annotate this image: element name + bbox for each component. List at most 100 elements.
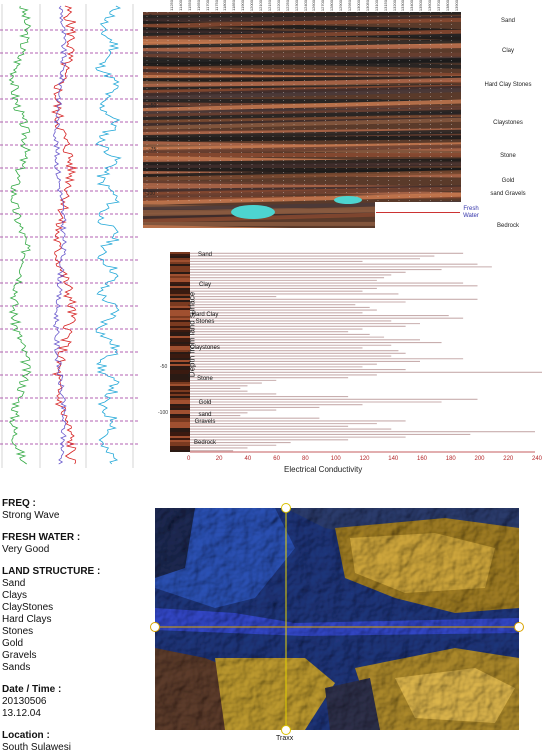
crosshair-handle-top[interactable] [281, 503, 291, 513]
structure-item: Stones [2, 626, 34, 637]
info-panel: FREQ : Strong Wave FRESH WATER : Very Go… [2, 498, 142, 754]
section-tick: 13700 [436, 0, 441, 12]
x-tick: 180 [445, 456, 456, 462]
map-caption: Traxx [276, 735, 294, 742]
conductivity-layer-label: Stone [197, 376, 213, 382]
y-axis-title: Depth from land surface [187, 291, 197, 378]
section-tick: 11800 [222, 0, 228, 11]
section-tick: 13000 [355, 0, 361, 12]
structure-item: Sand [2, 578, 26, 589]
structure-item: ClayStones [2, 602, 54, 613]
section-tick: 13100 [373, 0, 379, 12]
conductivity-layer-label: Sand [197, 252, 212, 258]
x-tick: 120 [359, 456, 370, 462]
section-tick: 12100 [258, 0, 263, 12]
conductivity-layer-label: sand Gravels [194, 412, 216, 425]
section-tick: 12000 [249, 0, 255, 12]
location-value: South Sulawesi [2, 742, 71, 753]
resistivity-section [143, 12, 461, 228]
section-tick: 13050 [364, 0, 370, 12]
section-tick: 11700 [204, 0, 210, 11]
fresh-water-value: Very Good [2, 544, 50, 555]
section-layer-label: Bedrock [496, 223, 519, 229]
freq-label: FREQ : [2, 498, 36, 509]
section-layer-label: Clay [501, 48, 514, 54]
date-time-label: Date / Time : [2, 684, 62, 695]
section-depth: 0 [149, 14, 152, 20]
conductivity-layer-label: Bedrock [193, 440, 216, 446]
x-tick: 100 [330, 456, 341, 462]
section-tick: 12600 [311, 0, 317, 12]
y-tick: -50 [160, 364, 168, 370]
conductivity-chart [170, 252, 542, 453]
section-tick: 12700 [320, 0, 326, 12]
section-tick: 12800 [329, 0, 335, 12]
fresh-water-label: Fresh Water [463, 206, 479, 219]
section-tick: 11900 [240, 0, 246, 11]
x-tick: 160 [417, 456, 428, 462]
x-tick: 40 [244, 456, 252, 462]
section-tick: 11250 [169, 0, 174, 11]
section-tick: 13800 [444, 0, 450, 12]
x-tick: 20 [215, 456, 223, 462]
subsurface-map [155, 508, 519, 730]
fresh-water-line [376, 212, 460, 213]
section-tick: 13200 [391, 0, 397, 12]
structure-item: Gravels [2, 650, 37, 661]
conductivity-layer-label: Clay [198, 282, 211, 288]
date-value: 20130506 [2, 696, 47, 707]
section-layer-label: Gold [501, 178, 515, 184]
x-tick: 220 [503, 456, 514, 462]
structure-item: Gold [2, 638, 24, 649]
crosshair-handle-bottom[interactable] [281, 725, 291, 735]
freq-value: Strong Wave [2, 510, 60, 521]
section-tick: 12150 [266, 0, 272, 12]
crosshair-handle-right[interactable] [514, 622, 524, 632]
section-tick: 13400 [409, 0, 415, 12]
section-tick: 12300 [293, 0, 299, 12]
structure-item: Hard Clays [2, 614, 52, 625]
section-tick: 13900 [453, 0, 459, 12]
section-tick: 11550 [186, 0, 192, 11]
section-tick: 13600 [427, 0, 433, 12]
section-layer-label: Sand [500, 18, 515, 24]
well-log-panel [0, 4, 138, 468]
section-tick: 12950 [347, 0, 352, 12]
section-layer-label: Stone [500, 153, 516, 159]
structure-item: Clays [2, 590, 28, 601]
x-tick: 240 [532, 456, 542, 462]
crosshair-handle-left[interactable] [150, 622, 160, 632]
location-label: Location : [2, 730, 50, 741]
section-depth: -100 [145, 191, 156, 197]
section-tick: 12900 [338, 0, 344, 12]
conductivity-layer-label: Gold [198, 400, 212, 406]
section-depth: -25 [149, 58, 157, 64]
section-tick: 12200 [275, 0, 281, 12]
section-tick: 12400 [302, 0, 308, 12]
x-tick: 80 [302, 456, 309, 462]
fresh-water-title: FRESH WATER : [2, 532, 81, 543]
section-layer-label: sand Gravels [490, 191, 526, 197]
land-structure-label: LAND STRUCTURE : [2, 566, 101, 577]
section-tick-row: 11250 11400 11550 11650 11700 11750 11800 11850… [169, 0, 461, 12]
x-tick: 0 [187, 456, 191, 462]
section-layer-label: Claystones [493, 120, 523, 126]
section-tick: 11850 [231, 0, 237, 11]
time-value: 13.12.04 [2, 708, 41, 719]
conductivity-layer-label: Claystones [190, 345, 220, 351]
section-layer-label: Hard Clay Stones [484, 82, 532, 88]
x-tick: 200 [474, 456, 485, 462]
section-tick: 13500 [418, 0, 424, 12]
x-tick: 140 [388, 456, 399, 462]
section-depth: -75 [149, 147, 157, 153]
section-tick: 13150 [382, 0, 388, 12]
section-depth: -50 [149, 103, 157, 109]
y-tick: -100 [158, 410, 169, 416]
section-tick: 11750 [213, 0, 219, 11]
conductivity-layer-label: Hard Clay Stones [191, 312, 219, 325]
section-tick: 11650 [195, 0, 201, 11]
section-tick: 13300 [400, 0, 406, 12]
x-tick: 60 [273, 456, 280, 462]
x-axis-title: Electrical Conductivity [284, 465, 363, 474]
section-tick: 12250 [284, 0, 290, 12]
